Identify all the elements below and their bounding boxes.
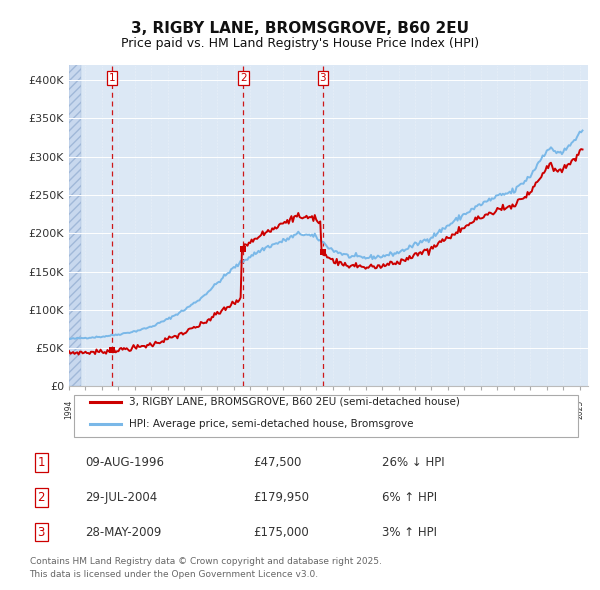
Text: 1994: 1994: [65, 399, 74, 419]
Text: 2: 2: [240, 73, 247, 83]
Text: 2012: 2012: [361, 399, 370, 418]
Text: 2005: 2005: [246, 399, 255, 419]
Text: 3: 3: [320, 73, 326, 83]
Text: 2020: 2020: [493, 399, 502, 418]
Text: 28-MAY-2009: 28-MAY-2009: [85, 526, 162, 539]
Text: 3% ↑ HPI: 3% ↑ HPI: [382, 526, 437, 539]
Text: 2017: 2017: [443, 399, 452, 418]
Text: 1: 1: [109, 73, 115, 83]
Text: 2019: 2019: [476, 399, 485, 418]
Text: 2003: 2003: [213, 399, 222, 419]
Text: 2001: 2001: [180, 399, 189, 418]
FancyBboxPatch shape: [74, 395, 578, 437]
Text: HPI: Average price, semi-detached house, Bromsgrove: HPI: Average price, semi-detached house,…: [128, 419, 413, 429]
Text: £179,950: £179,950: [253, 490, 309, 504]
Text: 1997: 1997: [114, 399, 123, 419]
Text: 2006: 2006: [262, 399, 271, 419]
Text: 1: 1: [38, 455, 45, 468]
Text: 2015: 2015: [410, 399, 419, 418]
Text: 3: 3: [38, 526, 45, 539]
Text: £175,000: £175,000: [253, 526, 309, 539]
Text: 2000: 2000: [163, 399, 172, 419]
Text: 2022: 2022: [526, 399, 535, 418]
Text: 2014: 2014: [394, 399, 403, 418]
Text: 2013: 2013: [377, 399, 386, 418]
Text: 3, RIGBY LANE, BROMSGROVE, B60 2EU (semi-detached house): 3, RIGBY LANE, BROMSGROVE, B60 2EU (semi…: [128, 397, 460, 407]
Text: 2008: 2008: [295, 399, 304, 418]
Text: 2016: 2016: [427, 399, 436, 418]
Text: Contains HM Land Registry data © Crown copyright and database right 2025.
This d: Contains HM Land Registry data © Crown c…: [29, 558, 382, 579]
Text: 09-AUG-1996: 09-AUG-1996: [85, 455, 164, 468]
Text: 2024: 2024: [559, 399, 568, 418]
Text: 3, RIGBY LANE, BROMSGROVE, B60 2EU: 3, RIGBY LANE, BROMSGROVE, B60 2EU: [131, 21, 469, 35]
Text: 2010: 2010: [328, 399, 337, 418]
Text: 2: 2: [38, 490, 45, 504]
Text: 2023: 2023: [542, 399, 551, 418]
Text: 2011: 2011: [344, 399, 353, 418]
Text: 2018: 2018: [460, 399, 469, 418]
Text: 26% ↓ HPI: 26% ↓ HPI: [382, 455, 445, 468]
Text: £47,500: £47,500: [253, 455, 301, 468]
Text: 1998: 1998: [130, 399, 139, 418]
Text: Price paid vs. HM Land Registry's House Price Index (HPI): Price paid vs. HM Land Registry's House …: [121, 37, 479, 50]
Text: 6% ↑ HPI: 6% ↑ HPI: [382, 490, 437, 504]
Text: 2009: 2009: [311, 399, 320, 419]
Text: 2025: 2025: [575, 399, 584, 418]
Text: 2004: 2004: [229, 399, 238, 419]
Text: 1995: 1995: [81, 399, 90, 419]
Text: 2021: 2021: [509, 399, 518, 418]
Text: 1999: 1999: [147, 399, 156, 419]
Text: 2007: 2007: [278, 399, 287, 419]
Text: 1996: 1996: [97, 399, 106, 419]
Text: 29-JUL-2004: 29-JUL-2004: [85, 490, 158, 504]
Text: 2002: 2002: [196, 399, 205, 418]
